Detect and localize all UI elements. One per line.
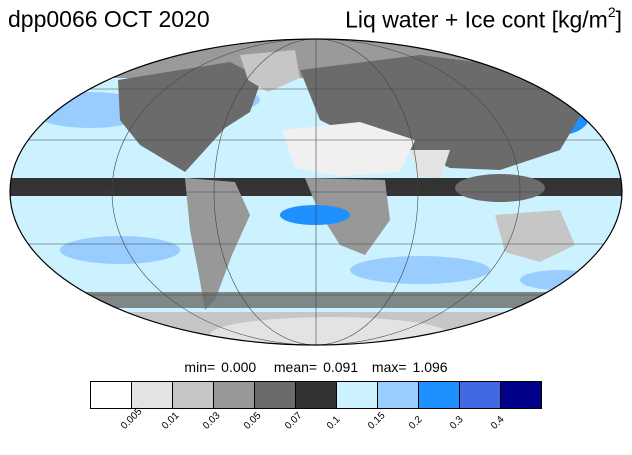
cloud-patch	[520, 270, 600, 290]
colorbar-box	[296, 382, 337, 408]
australia	[495, 210, 575, 262]
colorbar-box	[173, 382, 214, 408]
colorbar-box	[91, 382, 132, 408]
colorbar-box	[132, 382, 173, 408]
variable-title: Liq water + Ice cont [kg/m2]	[345, 4, 622, 33]
maritime-continent	[455, 174, 545, 202]
colorbar-box	[460, 382, 501, 408]
colorbar-box	[378, 382, 419, 408]
map-border	[9, 38, 623, 346]
colorbar-box	[419, 382, 460, 408]
cloud-patch	[350, 256, 490, 284]
colorbar-box	[337, 382, 378, 408]
greenland	[240, 50, 300, 92]
colorbar-box	[255, 382, 296, 408]
graticule	[10, 39, 622, 345]
cloud-patch	[280, 205, 350, 225]
stats-line: min= 0.000 mean= 0.091 max= 1.096	[184, 359, 448, 375]
sahara	[282, 122, 415, 176]
colorbar	[90, 381, 542, 409]
colorbar-box	[214, 382, 255, 408]
north-america	[118, 62, 262, 172]
arabia	[410, 150, 450, 180]
colorbar-box	[501, 382, 541, 408]
map-title: dpp0066 OCT 2020	[8, 6, 210, 32]
antarctic-interior	[210, 317, 450, 345]
cloud-patch	[60, 236, 180, 264]
